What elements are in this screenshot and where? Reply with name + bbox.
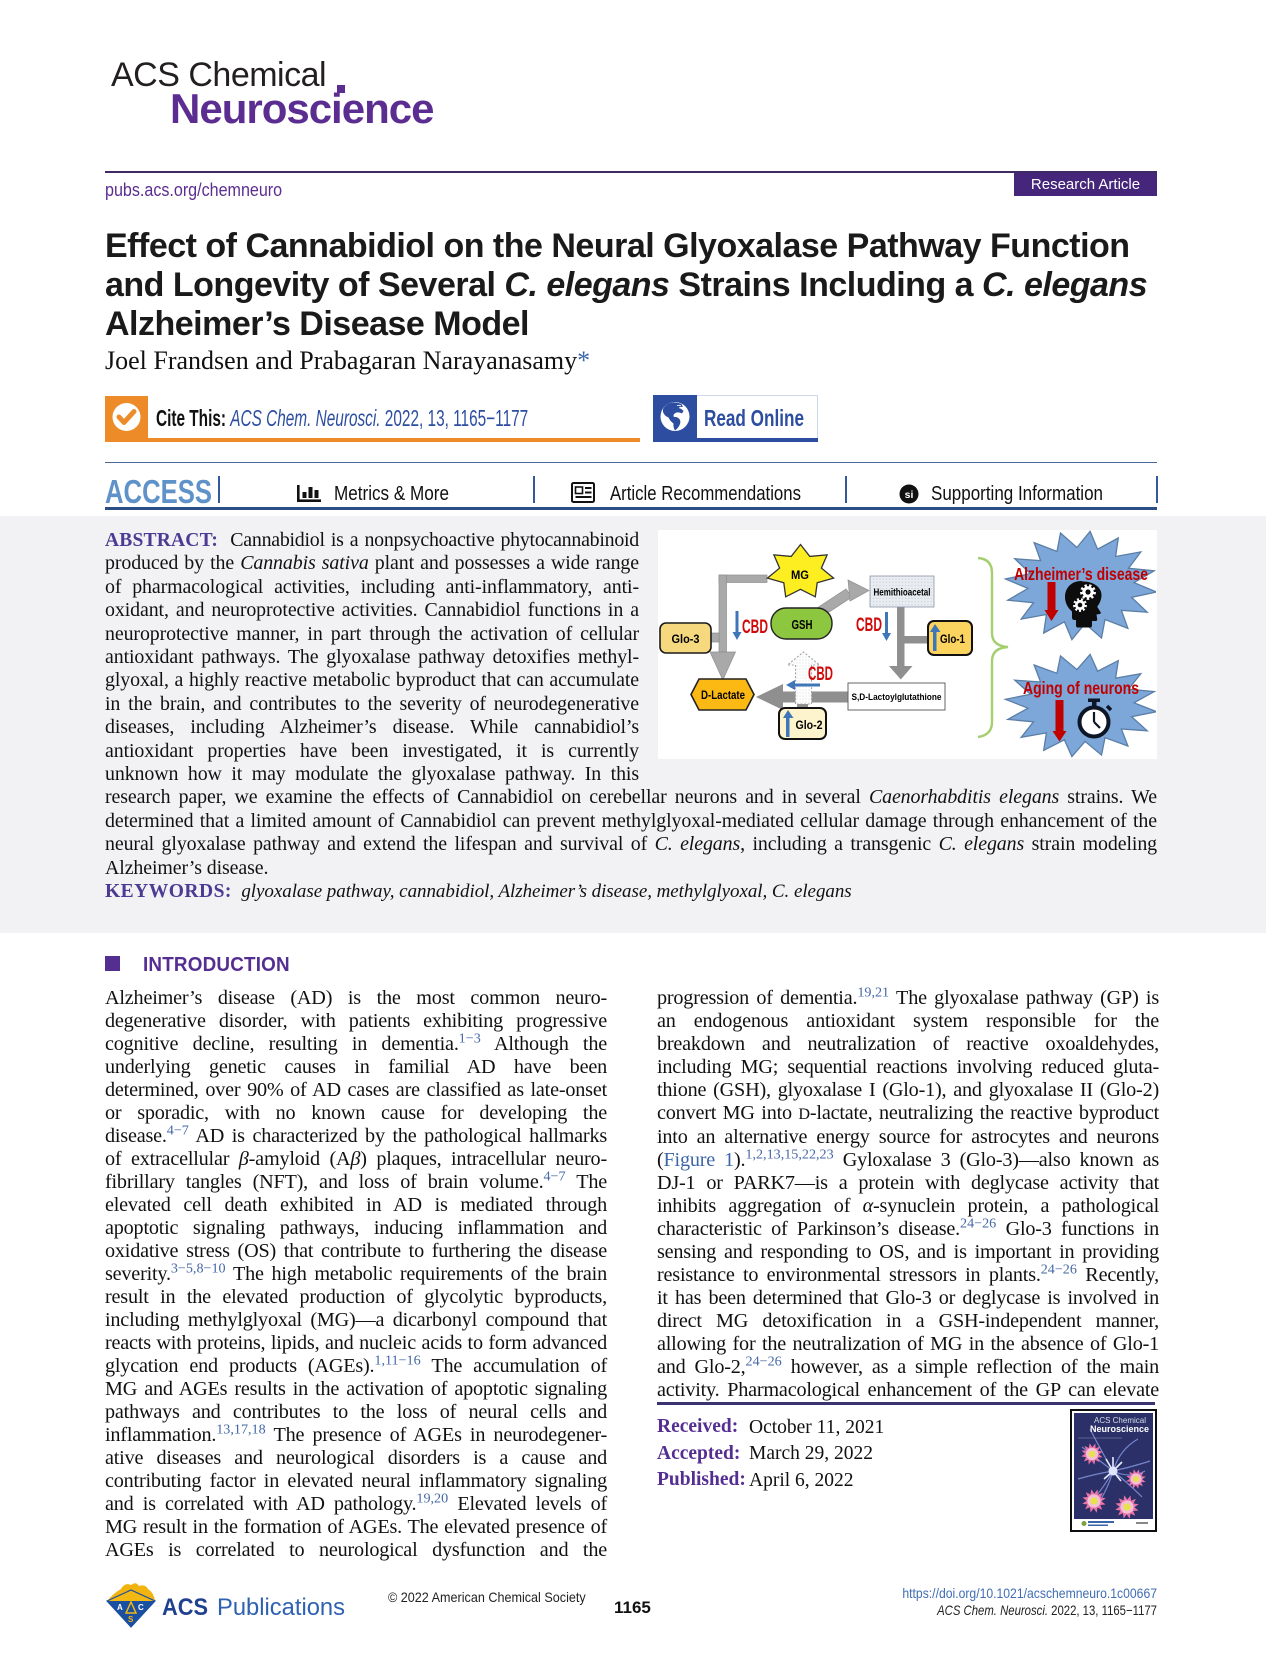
svg-text:Alzheimer’s disease: Alzheimer’s disease	[1014, 564, 1148, 584]
svg-text:GSH: GSH	[792, 618, 813, 632]
svg-text:A: A	[117, 1603, 123, 1612]
svg-text:Glo-3: Glo-3	[672, 634, 700, 646]
svg-text:CBD: CBD	[808, 664, 833, 685]
svg-text:CBD: CBD	[742, 617, 768, 638]
svg-text:D-Lactate: D-Lactate	[701, 688, 745, 702]
svg-text:S: S	[128, 1615, 134, 1624]
svg-text:Glo-1: Glo-1	[940, 634, 966, 646]
svg-text:ACS Chemical: ACS Chemical	[1094, 1416, 1146, 1425]
svg-text:S,D-Lactoylglutathione: S,D-Lactoylglutathione	[852, 692, 942, 703]
svg-text:Hemithioacetal: Hemithioacetal	[874, 588, 931, 599]
svg-text:CBD: CBD	[856, 615, 882, 636]
svg-text:MG: MG	[791, 568, 809, 582]
svg-text:Glo-2: Glo-2	[796, 720, 823, 732]
svg-text:ACS: ACS	[162, 1594, 208, 1621]
svg-text:si: si	[905, 489, 914, 501]
svg-text:Publications: Publications	[217, 1594, 345, 1621]
svg-text:C: C	[138, 1603, 144, 1612]
svg-text:Aging of neurons: Aging of neurons	[1023, 678, 1139, 698]
svg-text:Neuroscience: Neuroscience	[1090, 1424, 1149, 1434]
